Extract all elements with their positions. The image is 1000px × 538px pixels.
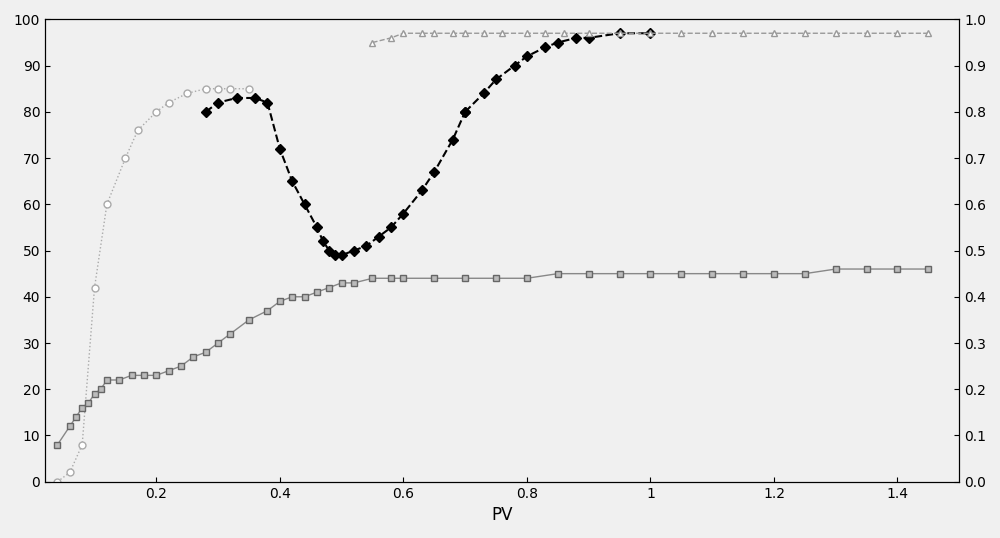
X-axis label: PV: PV [491, 506, 513, 524]
